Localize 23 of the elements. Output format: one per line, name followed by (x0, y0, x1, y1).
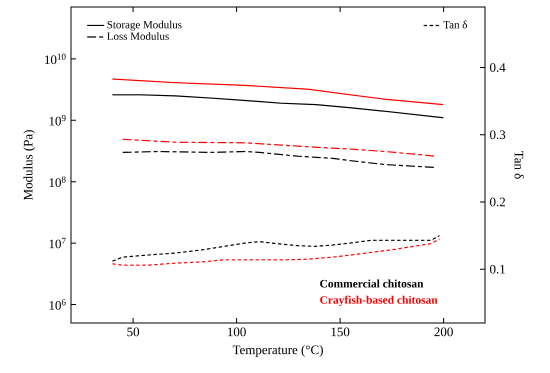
legend-label: Loss Modulus (107, 32, 169, 40)
y-tick-label: 10$^{6}$ (50, 299, 66, 310)
y2-tick-label: 0.3 (490, 130, 506, 140)
x-axis-title: Temperature (°C) (232, 345, 323, 357)
y2-tick-label: 0.2 (490, 198, 505, 206)
y-tick-label: 10$^{10}$ (45, 54, 66, 64)
line-series (112, 78, 444, 106)
annotation: Commercial chitosan (320, 279, 424, 288)
x-tick-label: 100 (228, 328, 246, 336)
x-tick-label: 150 (332, 328, 350, 336)
line-series (112, 94, 444, 118)
x-tick-label: 50 (127, 328, 140, 336)
y2-tick-label: 0.4 (490, 63, 506, 72)
y-tick-label: 10$^{7}$ (50, 238, 66, 248)
y2-tick-label: 0.1 (490, 264, 505, 274)
y-tick-label: 10$^{8}$ (50, 176, 66, 187)
x-tick-label: 200 (434, 328, 453, 336)
legend-label: Storage Modulus (108, 20, 182, 31)
y-tick-label: 10$^{9}$ (50, 115, 66, 126)
legend-label: Tan δ (443, 20, 467, 28)
annotation: Crayfish-based chitosan (320, 296, 438, 306)
y-axis-title: Modulus (Pa) (23, 130, 36, 200)
y2-axis-title: Tan δ (514, 150, 524, 179)
